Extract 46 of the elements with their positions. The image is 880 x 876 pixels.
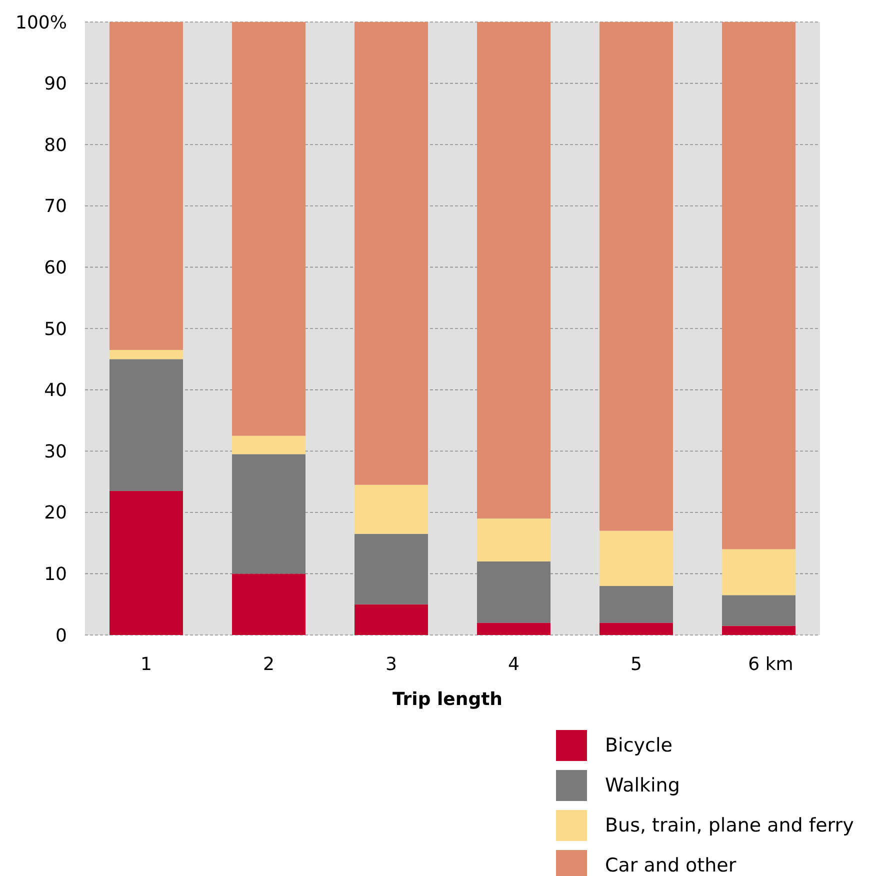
bar (477, 622, 550, 635)
y-tick-label: 0 (56, 625, 67, 646)
y-tick-label: 40 (44, 380, 67, 402)
legend-label: Car and other (605, 854, 736, 876)
bar (722, 22, 796, 550)
x-tick-label: 3 (386, 654, 397, 675)
bar (600, 586, 673, 623)
x-tick-label: 4 (508, 654, 520, 675)
bar (722, 549, 796, 596)
x-tick-label: 5 (630, 654, 642, 675)
x-axis-title: Trip length (392, 689, 502, 710)
bar (232, 22, 306, 436)
legend-label: Bus, train, plane and ferry (605, 814, 854, 837)
y-tick-label: 30 (44, 441, 67, 462)
bar (110, 359, 183, 491)
y-tick-label: 10 (44, 564, 67, 585)
bar (600, 530, 673, 586)
x-tick-label: 6 km (748, 654, 794, 675)
bar (110, 490, 183, 635)
bar (232, 454, 306, 574)
y-tick-label: 50 (44, 318, 67, 340)
bar (477, 22, 550, 519)
bar (232, 574, 306, 635)
legend-label: Walking (605, 774, 680, 797)
y-tick-label: 20 (44, 502, 67, 524)
y-tick-label: 90 (44, 74, 67, 95)
bar (722, 626, 796, 635)
bar (110, 350, 183, 360)
bar (354, 604, 428, 635)
y-tick-label: 60 (44, 258, 67, 278)
bar (600, 622, 673, 635)
bar (722, 595, 796, 626)
bar (354, 22, 428, 485)
bar (477, 561, 550, 623)
legend-label: Bicycle (605, 734, 672, 757)
bar (600, 22, 673, 531)
bar (354, 484, 428, 534)
bar (110, 22, 183, 350)
x-tick-label: 2 (263, 654, 274, 675)
bar (354, 534, 428, 604)
y-tick-label: 80 (44, 134, 67, 156)
x-tick-label: 1 (140, 654, 152, 675)
y-tick-label: 70 (44, 196, 67, 218)
bar (232, 436, 306, 454)
bar (477, 518, 550, 562)
y-tick-label: 100% (16, 12, 67, 34)
